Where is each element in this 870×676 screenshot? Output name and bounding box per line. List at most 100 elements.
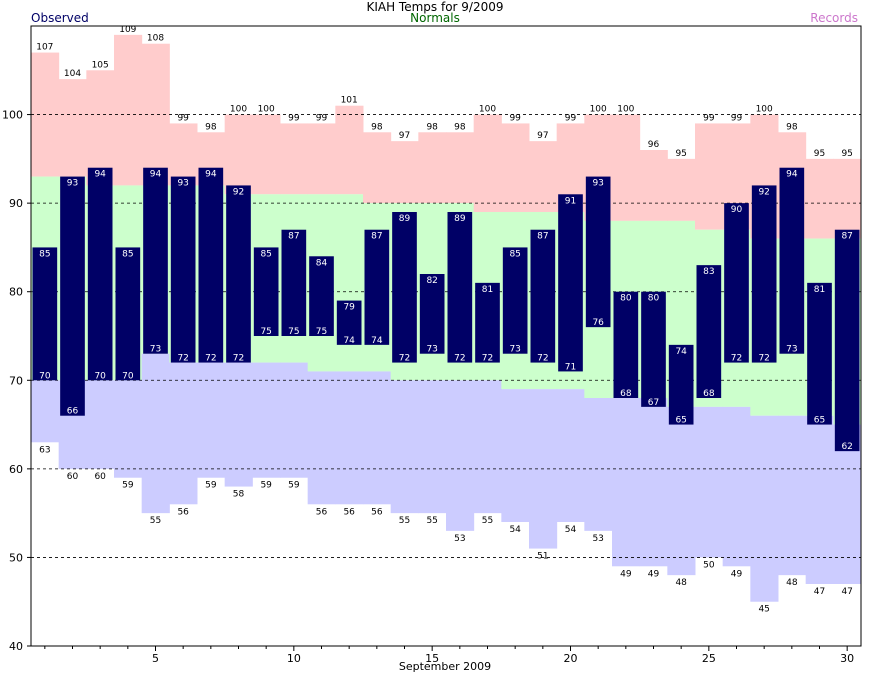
obs-high-label: 94	[150, 170, 162, 180]
record-high-band	[833, 158, 862, 239]
legend-observed: Observed	[31, 11, 89, 25]
obs-low-label: 76	[592, 318, 604, 328]
obs-high-label: 93	[177, 179, 188, 189]
obs-low-label: 71	[565, 362, 576, 372]
obs-high-label: 85	[39, 249, 50, 259]
record-low-band	[473, 380, 502, 514]
record-low-label: 59	[205, 481, 217, 491]
record-low-label: 45	[758, 605, 769, 615]
record-high-band	[473, 114, 502, 212]
observed-bar	[807, 282, 832, 425]
obs-low-label: 74	[371, 336, 383, 346]
record-low-label: 60	[67, 472, 79, 482]
record-low-band	[280, 362, 309, 478]
obs-low-label: 72	[399, 354, 410, 364]
obs-low-label: 75	[288, 327, 299, 337]
observed-bar	[834, 229, 860, 452]
record-high-label: 99	[288, 113, 300, 123]
record-low-band	[114, 380, 143, 478]
observed-bar	[724, 203, 749, 363]
obs-high-label: 83	[703, 267, 714, 277]
record-low-band	[556, 389, 585, 522]
record-high-band	[390, 141, 419, 204]
y-tick-label: 60	[9, 463, 23, 476]
obs-high-label: 94	[205, 170, 217, 180]
obs-low-label: 62	[841, 442, 852, 452]
obs-high-label: 89	[399, 214, 411, 224]
legend-normals: Normals	[410, 11, 460, 25]
obs-high-label: 90	[731, 205, 743, 215]
plot-frame	[30, 25, 862, 647]
record-high-band	[280, 123, 309, 195]
record-low-label: 48	[675, 578, 687, 588]
obs-low-label: 72	[482, 354, 493, 364]
record-low-band	[363, 371, 392, 505]
record-low-label: 50	[703, 560, 715, 570]
record-low-band	[722, 406, 751, 567]
record-high-label: 95	[841, 149, 852, 159]
record-low-label: 47	[814, 587, 825, 597]
record-high-label: 99	[509, 113, 521, 123]
obs-high-label: 81	[814, 285, 825, 295]
observed-bar	[32, 247, 58, 381]
record-low-label: 53	[454, 534, 465, 544]
record-high-label: 108	[147, 34, 164, 44]
obs-low-label: 75	[316, 327, 327, 337]
record-low-band	[252, 362, 281, 478]
obs-high-label: 81	[482, 285, 493, 295]
record-low-label: 53	[592, 534, 603, 544]
record-low-band	[86, 380, 115, 469]
obs-low-label: 73	[786, 345, 797, 355]
record-high-label: 98	[426, 122, 438, 132]
record-low-label: 54	[565, 525, 577, 535]
record-high-band	[58, 79, 87, 177]
record-low-band	[778, 415, 807, 576]
record-high-label: 98	[371, 122, 383, 132]
record-low-band	[169, 362, 198, 505]
obs-high-label: 79	[343, 303, 355, 313]
obs-low-label: 72	[758, 354, 769, 364]
obs-low-label: 75	[260, 327, 271, 337]
x-tick-label: 20	[564, 652, 578, 665]
obs-high-label: 87	[841, 232, 852, 242]
obs-low-label: 66	[67, 407, 79, 417]
observed-bar	[779, 167, 805, 354]
record-low-label: 51	[537, 552, 548, 562]
gridlines	[31, 114, 861, 558]
record-high-band	[639, 150, 668, 221]
record-low-band	[141, 353, 170, 514]
obs-high-label: 89	[454, 214, 466, 224]
record-low-band	[584, 398, 613, 531]
record-low-label: 55	[399, 516, 410, 526]
obs-low-label: 65	[675, 416, 686, 426]
obs-high-label: 87	[537, 232, 548, 242]
record-high-label: 97	[399, 131, 410, 141]
obs-high-label: 94	[786, 170, 798, 180]
x-tick-label: 15	[425, 652, 439, 665]
record-high-label: 98	[454, 122, 466, 132]
observed-bar	[170, 176, 196, 363]
record-high-band	[252, 114, 281, 195]
record-high-label: 99	[316, 113, 328, 123]
observed-bar	[613, 291, 639, 398]
record-high-band	[446, 132, 475, 204]
record-low-label: 49	[648, 569, 660, 579]
record-low-band	[750, 415, 779, 602]
obs-high-label: 87	[371, 232, 382, 242]
observed-bar	[281, 229, 307, 336]
observed-bar	[364, 229, 390, 345]
chart-title: KIAH Temps for 9/2009	[366, 0, 504, 14]
record-low-label: 59	[260, 481, 272, 491]
data-labels: 85 70 107 63 93 66 104 60 94 70 105 60 85 70 109 59 94 73…	[36, 25, 853, 615]
obs-low-label: 73	[150, 345, 161, 355]
obs-low-label: 73	[509, 345, 520, 355]
observed-bars	[32, 167, 860, 452]
record-high-label: 100	[479, 105, 496, 115]
obs-low-label: 72	[177, 354, 188, 364]
observed-bar	[392, 212, 417, 363]
obs-low-label: 70	[94, 371, 106, 381]
record-low-label: 47	[841, 587, 852, 597]
record-high-label: 95	[675, 149, 686, 159]
obs-high-label: 94	[94, 170, 106, 180]
record-high-band	[667, 158, 696, 221]
